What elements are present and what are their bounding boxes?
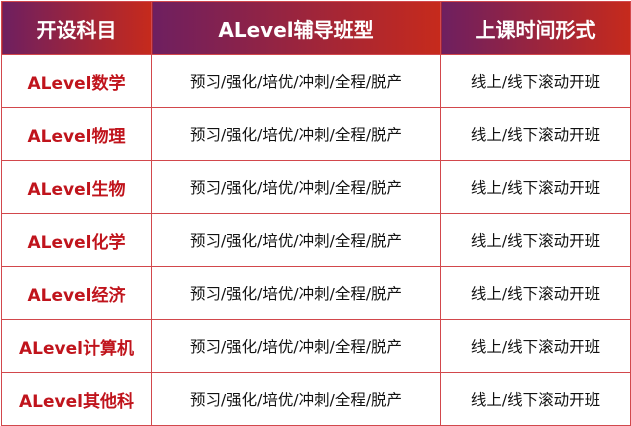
table-row: ALevel计算机 预习/强化/培优/冲刺/全程/脱产 线上/线下滚动开班 [1,319,631,373]
cell-subject: ALevel化学 [1,213,152,267]
cell-subject: ALevel计算机 [1,319,152,373]
cell-class-types: 预习/强化/培优/冲刺/全程/脱产 [151,266,441,320]
cell-schedule: 线上/线下滚动开班 [440,372,631,426]
cell-class-types: 预习/强化/培优/冲刺/全程/脱产 [151,107,441,161]
cell-subject: ALevel数学 [1,54,152,108]
cell-schedule: 线上/线下滚动开班 [440,107,631,161]
cell-schedule: 线上/线下滚动开班 [440,319,631,373]
table-row: ALevel化学 预习/强化/培优/冲刺/全程/脱产 线上/线下滚动开班 [1,213,631,267]
table-row: ALevel数学 预习/强化/培优/冲刺/全程/脱产 线上/线下滚动开班 [1,54,631,108]
header-schedule: 上课时间形式 [440,1,631,55]
cell-class-types: 预习/强化/培优/冲刺/全程/脱产 [151,160,441,214]
header-row: 开设科目 ALevel辅导班型 上课时间形式 [1,1,631,55]
cell-class-types: 预习/强化/培优/冲刺/全程/脱产 [151,213,441,267]
table-row: ALevel经济 预习/强化/培优/冲刺/全程/脱产 线上/线下滚动开班 [1,266,631,320]
cell-class-types: 预习/强化/培优/冲刺/全程/脱产 [151,319,441,373]
cell-subject: ALevel物理 [1,107,152,161]
cell-subject: ALevel其他科 [1,372,152,426]
cell-schedule: 线上/线下滚动开班 [440,54,631,108]
cell-schedule: 线上/线下滚动开班 [440,266,631,320]
cell-schedule: 线上/线下滚动开班 [440,160,631,214]
header-subject: 开设科目 [1,1,152,55]
table-row: ALevel其他科 预习/强化/培优/冲刺/全程/脱产 线上/线下滚动开班 [1,372,631,426]
cell-schedule: 线上/线下滚动开班 [440,213,631,267]
cell-class-types: 预习/强化/培优/冲刺/全程/脱产 [151,372,441,426]
table-row: ALevel生物 预习/强化/培优/冲刺/全程/脱产 线上/线下滚动开班 [1,160,631,214]
table-row: ALevel物理 预习/强化/培优/冲刺/全程/脱产 线上/线下滚动开班 [1,107,631,161]
cell-subject: ALevel生物 [1,160,152,214]
cell-subject: ALevel经济 [1,266,152,320]
cell-class-types: 预习/强化/培优/冲刺/全程/脱产 [151,54,441,108]
header-class-type: ALevel辅导班型 [151,1,441,55]
